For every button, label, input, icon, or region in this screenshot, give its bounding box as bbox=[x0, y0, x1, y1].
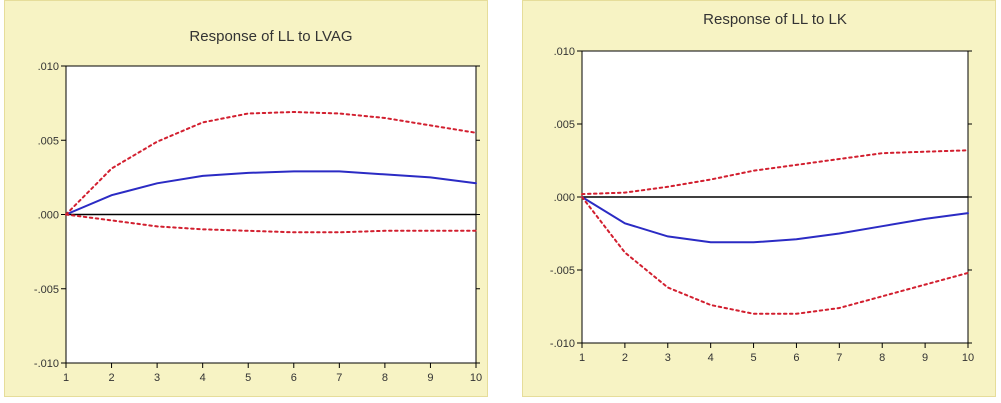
x-tick-label: 3 bbox=[154, 372, 160, 384]
y-tick-label: .010 bbox=[38, 61, 59, 73]
x-tick-label: 4 bbox=[200, 372, 206, 384]
confidence-band-lower bbox=[65, 213, 477, 234]
x-tick-label: 9 bbox=[427, 372, 433, 384]
confidence-band-upper bbox=[65, 110, 477, 216]
y-tick-label: .000 bbox=[38, 210, 59, 222]
y-tick-label: -.005 bbox=[34, 284, 59, 296]
x-tick-label: 6 bbox=[291, 372, 297, 384]
x-tick-label: 6 bbox=[793, 352, 799, 364]
chart-lk: Response of LL to LK .010 .005 .000 -.005 -.0… bbox=[550, 11, 974, 364]
chart-panel-lvag: Response of LL to LVAG .010 .005 .000 -.005 -… bbox=[4, 0, 488, 397]
x-tick-label: 10 bbox=[470, 372, 482, 384]
response-line bbox=[581, 196, 969, 244]
response-line bbox=[65, 170, 477, 216]
chart-title: Response of LL to LK bbox=[703, 11, 847, 28]
x-tick-label: 2 bbox=[108, 372, 114, 384]
chart-title: Response of LL to LVAG bbox=[189, 28, 352, 45]
y-tick-label: .005 bbox=[38, 135, 59, 147]
x-tick-label: 8 bbox=[382, 372, 388, 384]
x-tick-label: 8 bbox=[879, 352, 885, 364]
y-tick-label: .000 bbox=[554, 192, 575, 204]
x-tick-label: 3 bbox=[665, 352, 671, 364]
x-tick-label: 4 bbox=[708, 352, 714, 364]
x-tick-label: 1 bbox=[579, 352, 585, 364]
x-tick-label: 5 bbox=[245, 372, 251, 384]
x-tick-label: 9 bbox=[922, 352, 928, 364]
confidence-band-lower bbox=[581, 196, 969, 315]
y-tick-label: .010 bbox=[554, 46, 575, 58]
x-tick-label: 10 bbox=[962, 352, 974, 364]
chart-lvag: Response of LL to LVAG .010 .005 .000 -.005 -… bbox=[34, 28, 482, 384]
y-tick-label: -.010 bbox=[550, 338, 575, 350]
x-tick-label: 7 bbox=[836, 352, 842, 364]
x-tick-label: 1 bbox=[63, 372, 69, 384]
chart-panel-lk: Response of LL to LK .010 .005 .000 -.005 -.0… bbox=[522, 0, 996, 397]
confidence-band-upper bbox=[581, 149, 969, 196]
y-tick-label: -.005 bbox=[550, 265, 575, 277]
x-tick-label: 7 bbox=[336, 372, 342, 384]
x-tick-label: 2 bbox=[622, 352, 628, 364]
y-tick-label: -.010 bbox=[34, 358, 59, 370]
x-tick-label: 5 bbox=[750, 352, 756, 364]
y-tick-label: .005 bbox=[554, 119, 575, 131]
